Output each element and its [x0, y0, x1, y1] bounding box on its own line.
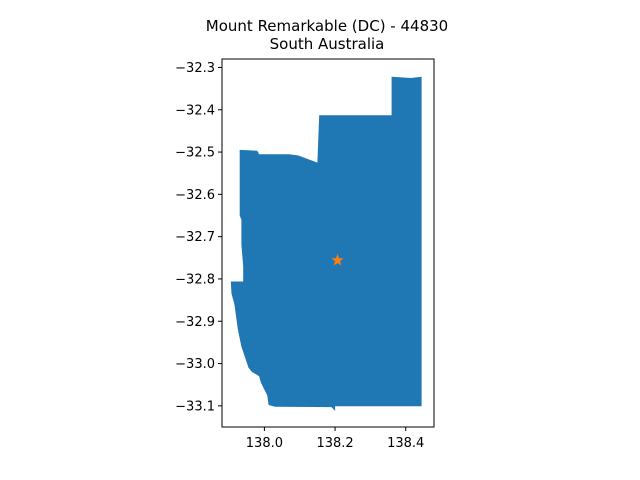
map-title-line1: Mount Remarkable (DC) - 44830 — [206, 17, 448, 35]
y-tick-label: −33.0 — [175, 357, 215, 372]
y-tick-label: −32.6 — [175, 188, 215, 203]
y-tick-label: −32.3 — [175, 61, 215, 76]
plot-area — [221, 58, 435, 428]
y-axis: −32.3 −32.4 −32.5 −32.6 −32.7 −32.8 −32.9 −33.0… — [175, 61, 222, 414]
y-tick-label: −32.4 — [175, 103, 215, 118]
x-tick-label: 138.2 — [316, 436, 353, 451]
location-star-marker — [331, 253, 344, 266]
y-tick-label: −32.5 — [175, 146, 215, 161]
x-axis: 138.0 138.2 138.4 — [246, 427, 424, 451]
y-tick-label: −32.8 — [175, 272, 215, 287]
axes-frame — [221, 58, 435, 428]
region-polygon — [230, 76, 422, 411]
map-title-line2: South Australia — [270, 35, 385, 53]
x-tick-label: 138.4 — [387, 436, 424, 451]
y-tick-label: −32.7 — [175, 230, 215, 245]
y-tick-label: −33.1 — [175, 399, 215, 414]
x-tick-label: 138.0 — [246, 436, 283, 451]
y-tick-label: −32.9 — [175, 315, 215, 330]
